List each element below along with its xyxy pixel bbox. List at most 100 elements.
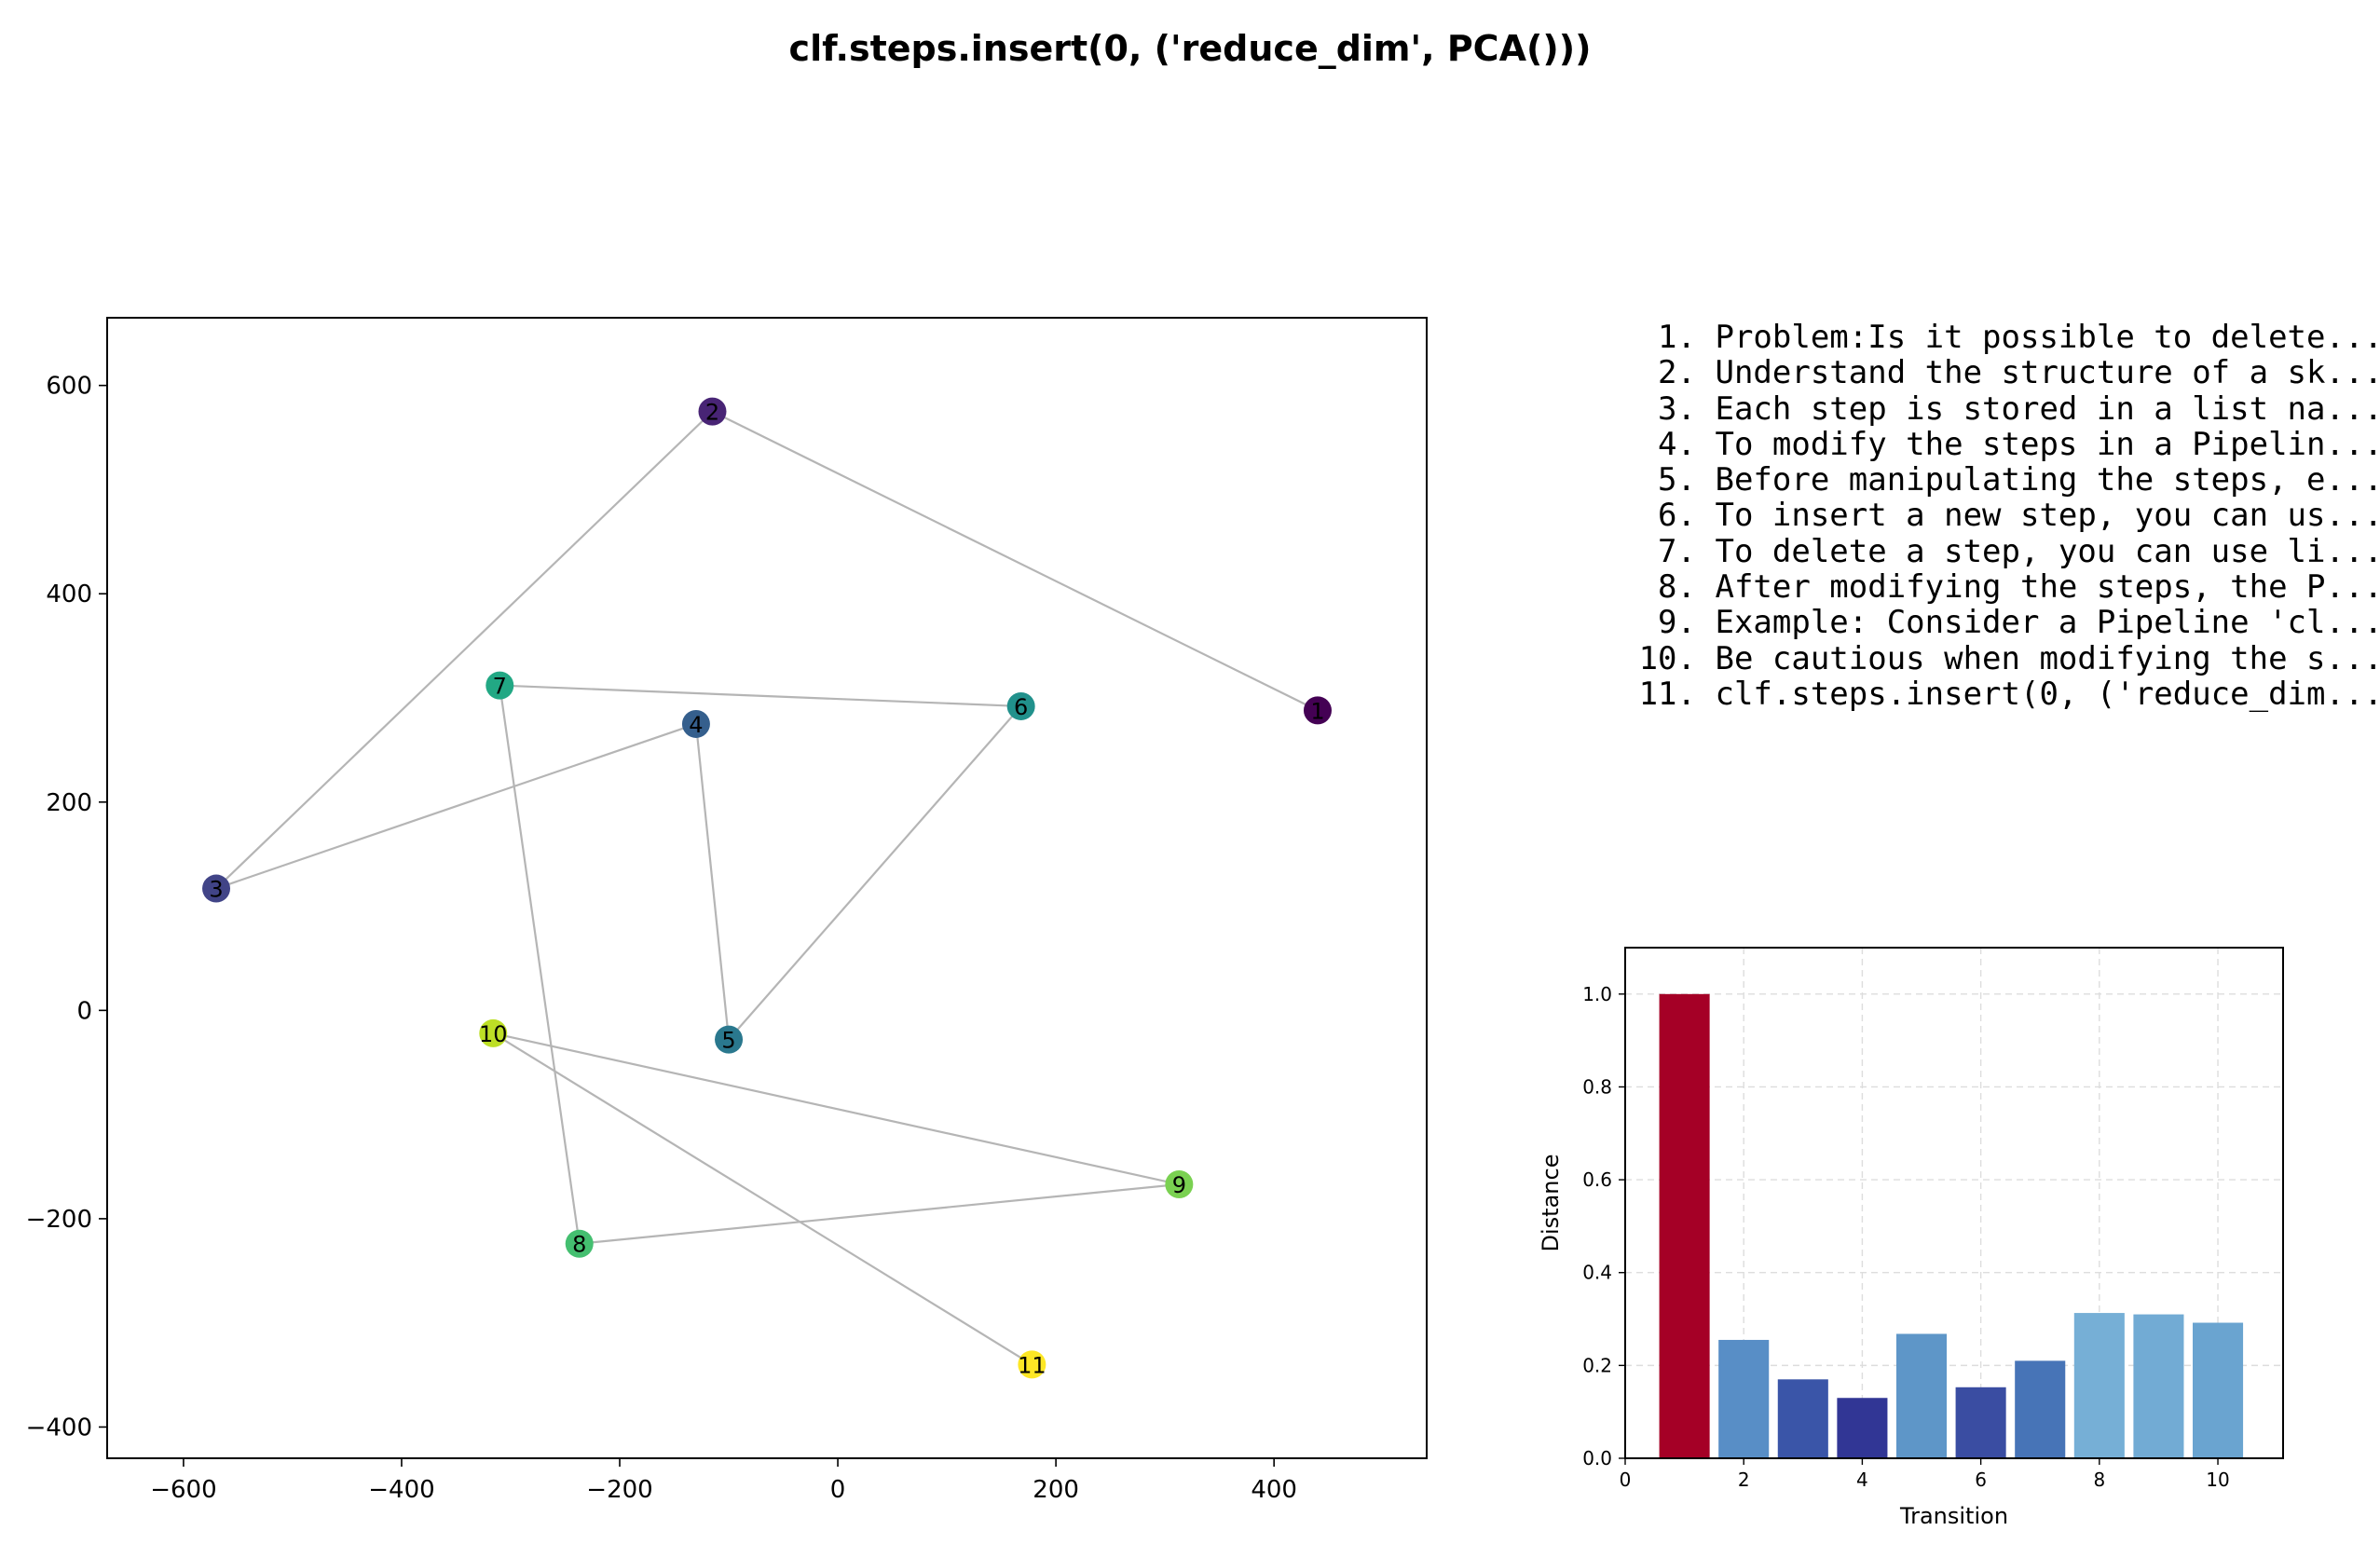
step-number: 11. <box>1638 675 1696 713</box>
y-tick-label: −400 <box>26 1414 92 1442</box>
bar <box>2015 1360 2066 1458</box>
point-label: 4 <box>689 712 703 738</box>
point-label: 2 <box>705 400 719 426</box>
step-item: 3. Each step is stored in a list na... <box>1621 389 2380 428</box>
y-tick-label: 0.2 <box>1582 1354 1612 1376</box>
connector-line <box>215 410 714 890</box>
step-text: Understand the structure of a sk... <box>1696 354 2380 392</box>
y-tick-label: 0.0 <box>1582 1447 1612 1469</box>
x-tick-label: 0 <box>830 1476 846 1504</box>
bar <box>2193 1322 2244 1458</box>
step-number: 5. <box>1658 461 1696 499</box>
step-item: 6. To insert a new step, you can us... <box>1621 497 2380 535</box>
step-item: 1. Problem:Is it possible to delete... <box>1621 319 2380 356</box>
bar <box>2133 1314 2184 1458</box>
step-item: 9. Example: Consider a Pipeline 'cl... <box>1621 604 2380 642</box>
step-number: 2. <box>1658 354 1696 392</box>
point-label: 1 <box>1310 698 1324 724</box>
point-label: 10 <box>479 1021 508 1047</box>
step-item: 8. After modifying the steps, the P... <box>1621 568 2380 607</box>
x-tick-label: 6 <box>1975 1469 1987 1491</box>
connector-line <box>499 685 581 1244</box>
step-number: 10. <box>1638 639 1696 677</box>
data-point <box>1165 1170 1194 1199</box>
step-text: Example: Consider a Pipeline 'cl... <box>1696 604 2380 642</box>
connector-line <box>712 410 1319 712</box>
y-tick-label: 0.6 <box>1582 1168 1612 1191</box>
connector-line <box>579 1182 1180 1245</box>
steps-list: 1. Problem:Is it possible to delete... 2.… <box>1621 319 2380 713</box>
data-point <box>486 671 514 700</box>
step-text: To delete a step, you can use li... <box>1696 532 2380 570</box>
step-item: 2. Understand the structure of a sk... <box>1621 354 2380 392</box>
data-point <box>698 397 727 426</box>
x-tick-label: 0 <box>1620 1469 1632 1491</box>
bar <box>1718 1339 1770 1458</box>
step-number: 6. <box>1658 497 1696 535</box>
step-number: 1. <box>1658 319 1696 356</box>
figure-title: clf.steps.insert(0, ('reduce_dim', PCA()… <box>788 28 1592 69</box>
step-text: To insert a new step, you can us... <box>1696 497 2380 535</box>
step-text: Each step is stored in a list na... <box>1696 389 2380 428</box>
step-number: 9. <box>1658 604 1696 642</box>
data-point <box>1006 691 1035 720</box>
x-tick-label: 4 <box>1856 1469 1868 1491</box>
step-number: 8. <box>1658 568 1696 607</box>
step-item: 10. Be cautious when modifying the s... <box>1621 639 2380 677</box>
x-axis-label: Transition <box>1899 1503 2008 1529</box>
y-axis-label: Distance <box>1538 1155 1564 1252</box>
y-tick-label: 0.8 <box>1582 1075 1612 1098</box>
bar <box>1837 1398 1888 1458</box>
x-tick-label: 200 <box>1033 1476 1079 1504</box>
y-tick-label: 600 <box>46 373 92 401</box>
y-tick-label: 0.4 <box>1582 1262 1612 1284</box>
step-text: To modify the steps in a Pipelin... <box>1696 425 2380 463</box>
connector-line <box>694 723 731 1040</box>
step-item: 7. To delete a step, you can use li... <box>1621 532 2380 570</box>
y-tick-label: −200 <box>26 1206 92 1234</box>
step-text: Before manipulating the steps, e... <box>1696 461 2380 499</box>
point-label: 7 <box>493 674 507 700</box>
point-label: 3 <box>209 877 223 903</box>
bar <box>1955 1387 2006 1458</box>
step-item: 11. clf.steps.insert(0, ('reduce_dim... <box>1621 675 2380 713</box>
plot-frame <box>1624 947 2284 1459</box>
point-label: 11 <box>1018 1352 1046 1378</box>
plot-frame <box>106 317 1428 1459</box>
y-tick-label: 400 <box>46 581 92 608</box>
bar <box>1777 1379 1828 1458</box>
point-label: 6 <box>1014 694 1028 720</box>
data-point <box>479 1018 508 1047</box>
connector-line <box>493 1032 1180 1186</box>
x-tick-label: 400 <box>1251 1476 1297 1504</box>
connector-line <box>499 684 1021 708</box>
step-number: 3. <box>1658 389 1696 428</box>
step-text: clf.steps.insert(0, ('reduce_dim... <box>1696 675 2380 713</box>
x-tick-label: −600 <box>150 1476 216 1504</box>
data-point <box>681 709 710 738</box>
step-item: 4. To modify the steps in a Pipelin... <box>1621 425 2380 463</box>
x-tick-label: 2 <box>1738 1469 1750 1491</box>
y-tick-label: 200 <box>46 789 92 817</box>
scatter-chart: 1 2 3 4 5 6 7 8 9 10 11 −600 −400 −200 0 200 400 −400 −200… <box>26 317 1428 1504</box>
point-label: 5 <box>721 1028 735 1054</box>
step-item: 5. Before manipulating the steps, e... <box>1621 461 2380 499</box>
connector-line <box>215 722 697 890</box>
data-point <box>565 1229 594 1258</box>
connector-line <box>492 1032 1033 1366</box>
step-text: Be cautious when modifying the s... <box>1696 639 2380 677</box>
x-tick-label: −400 <box>368 1476 434 1504</box>
data-point <box>1303 696 1332 725</box>
bar <box>1895 1333 1948 1458</box>
point-label: 8 <box>572 1232 586 1258</box>
bar-chart: 0 2 4 6 8 10 0.0 0.2 0.4 0.6 0.8 1.0 Transition Dista… <box>1538 947 2284 1529</box>
step-text: Problem:Is it possible to delete... <box>1696 319 2380 356</box>
point-label: 9 <box>1172 1172 1186 1198</box>
data-point <box>715 1025 744 1054</box>
data-point <box>202 874 231 903</box>
connector-line <box>728 705 1022 1041</box>
y-tick-label: 0 <box>76 997 92 1025</box>
data-point <box>1018 1350 1046 1379</box>
x-tick-label: −200 <box>586 1476 652 1504</box>
y-tick-label: 1.0 <box>1582 983 1612 1005</box>
